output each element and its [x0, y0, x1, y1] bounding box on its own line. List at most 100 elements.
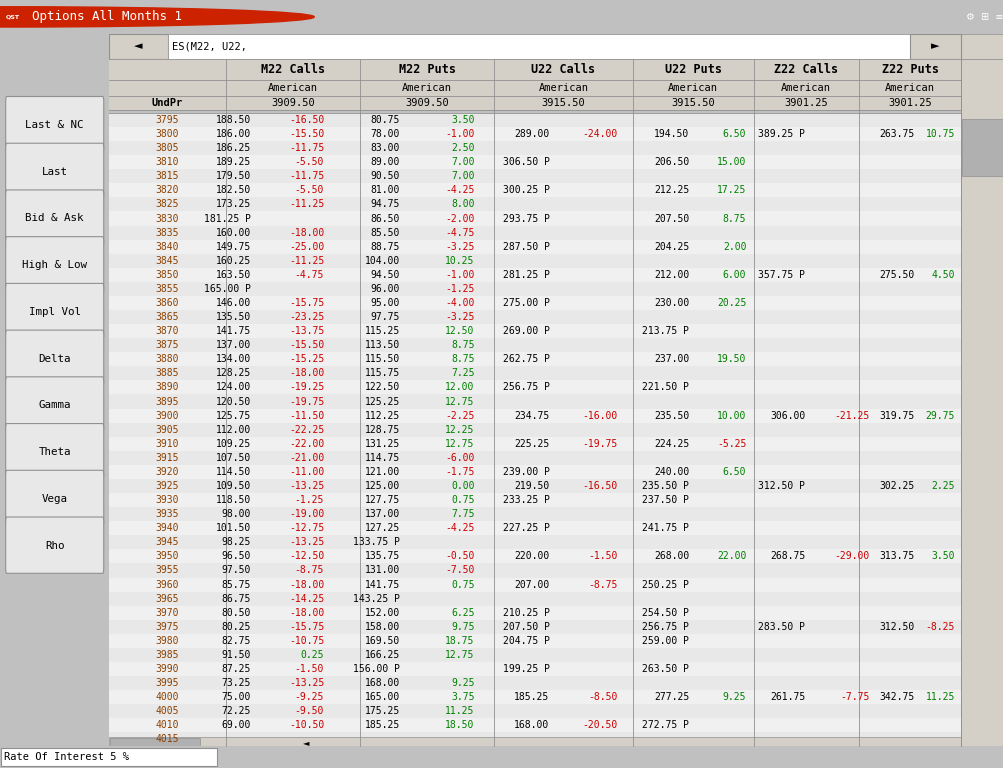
- Text: 254.50 P: 254.50 P: [642, 607, 688, 617]
- Text: 3890: 3890: [155, 382, 180, 392]
- Text: 9.25: 9.25: [450, 678, 474, 688]
- Bar: [109, 690, 960, 704]
- Text: -3.25: -3.25: [444, 312, 474, 322]
- Text: 166.25: 166.25: [364, 650, 400, 660]
- Bar: [109, 662, 960, 676]
- Text: 75.00: 75.00: [222, 692, 251, 702]
- Bar: [109, 395, 960, 409]
- Text: 95.00: 95.00: [370, 298, 400, 308]
- Text: 12.75: 12.75: [444, 396, 474, 406]
- Bar: [109, 564, 960, 578]
- Text: -8.75: -8.75: [588, 580, 617, 590]
- Text: 306.00: 306.00: [769, 411, 804, 421]
- Text: -23.25: -23.25: [289, 312, 324, 322]
- Text: 127.25: 127.25: [364, 523, 400, 533]
- Bar: [960, 58, 1003, 746]
- Text: 87.25: 87.25: [222, 664, 251, 674]
- Text: 146.00: 146.00: [216, 298, 251, 308]
- Text: 98.00: 98.00: [222, 509, 251, 519]
- Text: 3825: 3825: [155, 200, 180, 210]
- Bar: [109, 310, 960, 324]
- Text: 114.75: 114.75: [364, 453, 400, 463]
- Text: 78.00: 78.00: [370, 129, 400, 139]
- Text: 8.75: 8.75: [722, 214, 745, 223]
- Text: -19.25: -19.25: [289, 382, 324, 392]
- Text: 275.50: 275.50: [879, 270, 914, 280]
- Text: 3905: 3905: [155, 425, 180, 435]
- Text: 115.25: 115.25: [364, 326, 400, 336]
- Text: -2.25: -2.25: [444, 411, 474, 421]
- Text: 98.25: 98.25: [222, 538, 251, 548]
- Text: 10.75: 10.75: [925, 129, 954, 139]
- Text: -15.50: -15.50: [289, 340, 324, 350]
- Text: Rho: Rho: [45, 541, 64, 551]
- Text: 141.75: 141.75: [364, 580, 400, 590]
- Text: 186.25: 186.25: [216, 143, 251, 153]
- Text: ◄: ◄: [133, 41, 142, 51]
- Text: 158.00: 158.00: [364, 622, 400, 632]
- Text: 277.25: 277.25: [653, 692, 688, 702]
- Text: 83.00: 83.00: [370, 143, 400, 153]
- Text: 3980: 3980: [155, 636, 180, 646]
- Text: 204.25: 204.25: [653, 242, 688, 252]
- Text: 112.00: 112.00: [216, 425, 251, 435]
- Text: 9.25: 9.25: [722, 692, 745, 702]
- Text: 85.75: 85.75: [222, 580, 251, 590]
- Text: 3795: 3795: [155, 115, 180, 125]
- Text: 72.25: 72.25: [222, 707, 251, 717]
- Text: 97.50: 97.50: [222, 565, 251, 575]
- Text: -13.75: -13.75: [289, 326, 324, 336]
- Text: 18.50: 18.50: [444, 720, 474, 730]
- Text: -19.00: -19.00: [289, 509, 324, 519]
- Text: ◄: ◄: [303, 738, 309, 746]
- Text: 3860: 3860: [155, 298, 180, 308]
- Text: 133.75 P: 133.75 P: [353, 538, 400, 548]
- Text: QST: QST: [6, 15, 20, 19]
- Text: 29.75: 29.75: [925, 411, 954, 421]
- Text: 3900: 3900: [155, 411, 180, 421]
- Text: Bid & Ask: Bid & Ask: [25, 214, 84, 223]
- Text: 112.25: 112.25: [364, 411, 400, 421]
- Text: 204.75 P: 204.75 P: [503, 636, 549, 646]
- Text: 134.00: 134.00: [216, 354, 251, 364]
- Text: 227.25 P: 227.25 P: [503, 523, 549, 533]
- Text: 165.00 P: 165.00 P: [204, 284, 251, 294]
- Text: 262.75 P: 262.75 P: [503, 354, 549, 364]
- Text: -15.75: -15.75: [289, 298, 324, 308]
- Text: 389.25 P: 389.25 P: [757, 129, 804, 139]
- Text: 22.00: 22.00: [716, 551, 745, 561]
- Text: 3909.50: 3909.50: [271, 98, 314, 108]
- Text: 165.00: 165.00: [364, 692, 400, 702]
- Text: 237.50 P: 237.50 P: [642, 495, 688, 505]
- Text: 263.50 P: 263.50 P: [642, 664, 688, 674]
- Text: 12.75: 12.75: [444, 650, 474, 660]
- Bar: [109, 634, 960, 648]
- Text: 80.50: 80.50: [222, 607, 251, 617]
- Text: 179.50: 179.50: [216, 171, 251, 181]
- Text: Rate Of Interest 5 %: Rate Of Interest 5 %: [4, 752, 129, 763]
- Text: 149.75: 149.75: [216, 242, 251, 252]
- Text: -10.50: -10.50: [289, 720, 324, 730]
- Text: 18.75: 18.75: [444, 636, 474, 646]
- Text: 101.50: 101.50: [216, 523, 251, 533]
- Text: 3925: 3925: [155, 481, 180, 491]
- Bar: [109, 58, 960, 110]
- Text: -1.50: -1.50: [295, 664, 324, 674]
- Text: 213.75 P: 213.75 P: [642, 326, 688, 336]
- Text: -11.25: -11.25: [289, 256, 324, 266]
- Text: -4.25: -4.25: [444, 185, 474, 195]
- Text: 156.00 P: 156.00 P: [353, 664, 400, 674]
- Text: -9.50: -9.50: [295, 707, 324, 717]
- Text: -4.25: -4.25: [444, 523, 474, 533]
- Bar: [109, 155, 960, 169]
- Text: 135.75: 135.75: [364, 551, 400, 561]
- Bar: [109, 507, 960, 521]
- Text: Vega: Vega: [42, 494, 67, 504]
- Text: -22.00: -22.00: [289, 439, 324, 449]
- Text: 0.75: 0.75: [450, 580, 474, 590]
- Text: American: American: [538, 83, 588, 93]
- Text: -18.00: -18.00: [289, 580, 324, 590]
- Text: -13.25: -13.25: [289, 678, 324, 688]
- Text: -22.25: -22.25: [289, 425, 324, 435]
- Text: Z22 Calls: Z22 Calls: [773, 63, 838, 76]
